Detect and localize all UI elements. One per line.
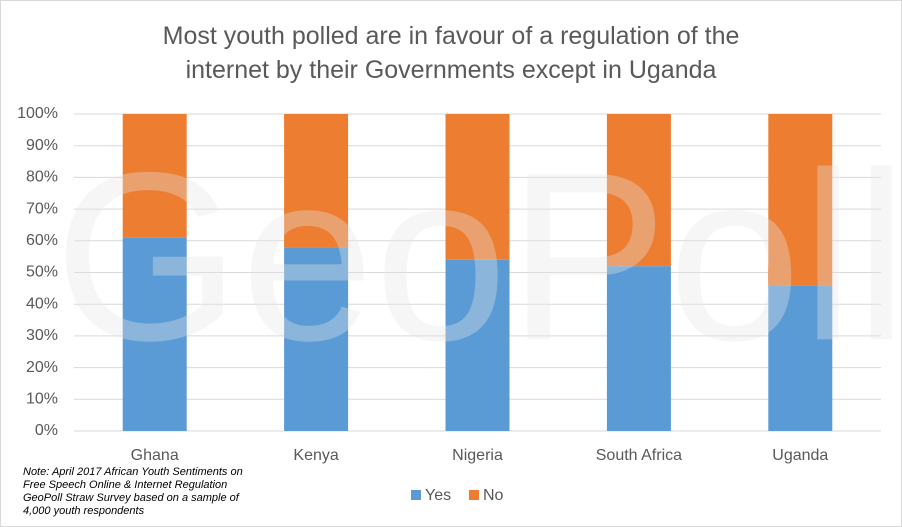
y-tick-label: 30%: [26, 327, 58, 344]
chart-title: Most youth polled are in favour of a reg…: [162, 22, 740, 84]
legend-swatch: [411, 490, 421, 500]
x-tick-label: Ghana: [131, 447, 179, 464]
bar-segment: [445, 114, 510, 260]
x-tick-label: South Africa: [596, 447, 682, 464]
legend-label: Yes: [425, 487, 451, 504]
x-tick-label: Nigeria: [452, 447, 503, 464]
legend-label: No: [483, 487, 504, 504]
note: Note: April 2017 African Youth Sentiment…: [23, 466, 243, 517]
bar-segment: [606, 266, 671, 431]
watermark: GeoPoll: [54, 122, 901, 390]
bar-segment: [768, 114, 833, 286]
y-tick-label: 100%: [17, 105, 58, 122]
bar-segment: [122, 237, 187, 431]
legend-swatch: [469, 490, 479, 500]
y-tick-label: 20%: [26, 359, 58, 376]
bar-segment: [284, 247, 349, 431]
bar-segment: [768, 285, 833, 431]
y-tick-label: 0%: [35, 422, 58, 439]
bar-segment: [284, 114, 349, 248]
x-tick-label: Uganda: [772, 447, 828, 464]
y-tick-label: 90%: [26, 137, 58, 154]
y-tick-label: 80%: [26, 169, 58, 186]
y-tick-label: 50%: [26, 264, 58, 281]
y-tick-label: 40%: [26, 295, 58, 312]
y-tick-label: 70%: [26, 200, 58, 217]
bar-segment: [122, 114, 187, 238]
bar-segment: [445, 259, 510, 431]
x-tick-label: Kenya: [293, 447, 338, 464]
bar-segment: [606, 114, 671, 267]
y-tick-label: 10%: [26, 391, 58, 408]
y-tick-label: 60%: [26, 232, 58, 249]
